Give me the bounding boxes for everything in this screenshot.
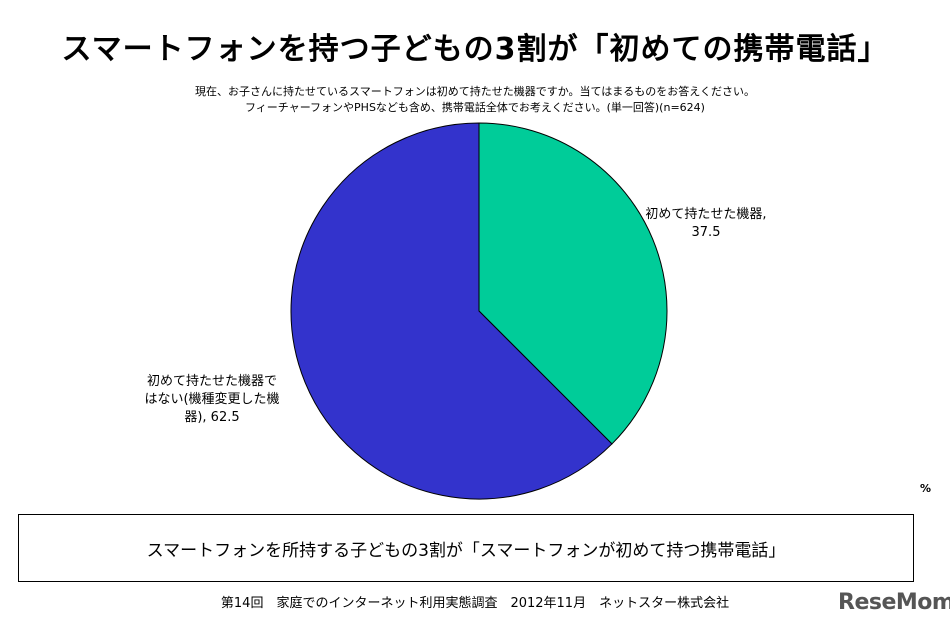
pie-slice-1 [478, 122, 668, 445]
summary-text: スマートフォンを所持する子どもの3割が「スマートフォンが初めて持つ携帯電話」 [146, 540, 786, 561]
pie-slice-2 [290, 122, 613, 500]
slice-label-2: 初めて持たせた機器ではない(機種変更した機器), 62.5 [144, 374, 279, 425]
slice-label-1: 初めて持たせた機器, 37.5 [645, 207, 766, 240]
resemom-logo: ReseMom [838, 590, 950, 615]
chart-subtitle-line2: フィーチャーフォンやPHSなども含め、携帯電話全体でお考えください。(単一回答)… [245, 101, 705, 114]
unit-label: % [920, 482, 932, 495]
source-footer: 第14回 家庭でのインターネット利用実態調査 2012年11月 ネットスター株式… [220, 596, 730, 611]
chart-subtitle-line1: 現在、お子さんに持たせているスマートフォンは初めて持たせた機器ですか。当てはまる… [195, 85, 755, 98]
chart-title: スマートフォンを持つ子どもの3割が「初めての携帯電話」 [61, 32, 889, 67]
summary-box: スマートフォンを所持する子どもの3割が「スマートフォンが初めて持つ携帯電話」 [18, 514, 914, 582]
